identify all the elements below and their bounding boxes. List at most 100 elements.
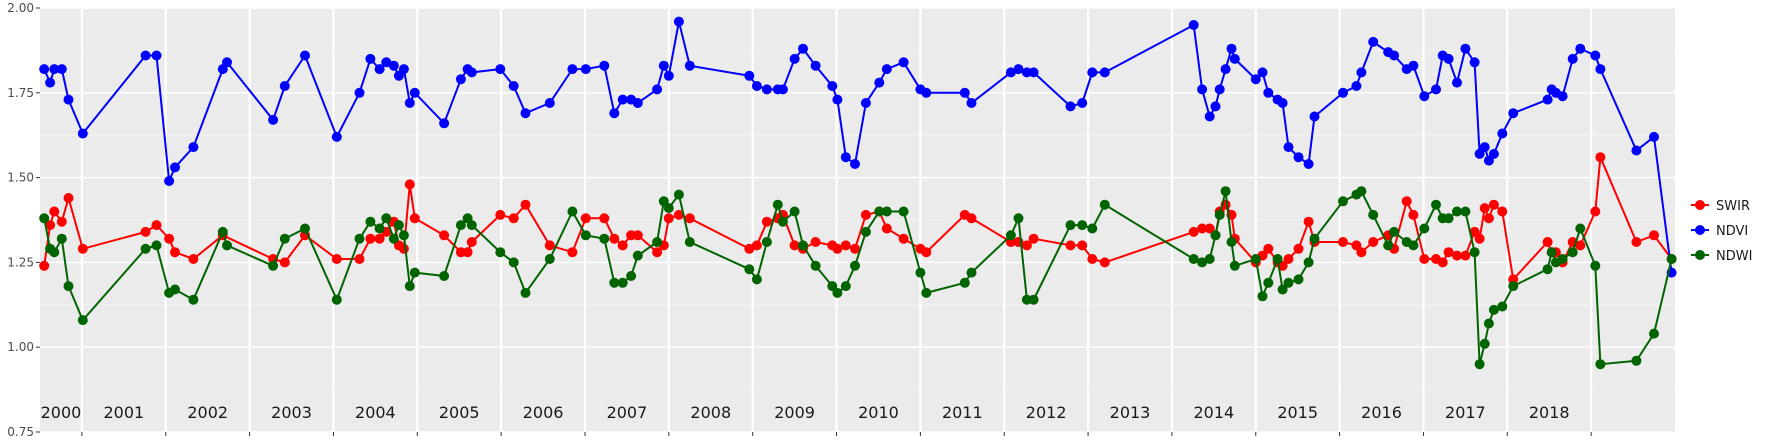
data-point-ndvi (268, 114, 279, 125)
data-point-ndvi (1013, 64, 1024, 75)
data-point-ndwi (1419, 223, 1430, 234)
data-point-ndvi (1077, 98, 1088, 108)
data-point-swir (1338, 237, 1348, 247)
data-point-ndwi (1087, 223, 1098, 234)
data-point-ndvi (1099, 67, 1110, 78)
data-point-ndvi (1479, 142, 1490, 153)
data-point-ndvi (1389, 50, 1400, 61)
data-point-ndvi (466, 67, 477, 78)
data-point-swir (188, 254, 199, 264)
data-point-ndwi (188, 294, 199, 305)
data-point-ndwi (1272, 254, 1283, 264)
data-point-ndvi (1303, 159, 1314, 169)
data-point-ndwi (881, 206, 892, 217)
data-point-swir (354, 254, 365, 264)
data-point-ndvi (810, 60, 821, 71)
data-point-swir (1419, 254, 1430, 264)
data-point-swir (1283, 254, 1294, 264)
y-tick-label: 1.25 (7, 255, 34, 269)
data-point-ndvi (827, 81, 838, 91)
data-point-ndwi (1567, 247, 1578, 258)
data-point-swir (1197, 223, 1208, 234)
data-point-ndwi (1383, 240, 1394, 251)
data-point-ndwi (1197, 257, 1208, 268)
data-point-ndwi (798, 240, 808, 251)
data-point-swir (761, 216, 772, 227)
data-point-swir (599, 213, 610, 224)
data-point-swir (1099, 257, 1110, 268)
year-label: 2000 (41, 403, 82, 422)
data-point-ndwi (744, 264, 755, 275)
data-point-swir (1408, 209, 1419, 220)
data-point-ndvi (1065, 101, 1076, 112)
data-point-ndvi (1293, 152, 1304, 163)
data-point-ndwi (959, 277, 970, 288)
data-point-swir (1483, 213, 1494, 224)
data-point-ndvi (898, 57, 909, 68)
data-point-ndwi (860, 226, 871, 237)
data-point-ndwi (466, 220, 477, 231)
data-point-ndvi (1443, 53, 1454, 64)
data-point-ndwi (1005, 230, 1016, 241)
data-point-ndvi (404, 98, 415, 108)
data-point-ndvi (1351, 81, 1362, 91)
data-point-ndvi (1469, 57, 1480, 68)
data-point-swir (409, 213, 420, 224)
data-point-ndvi (77, 128, 88, 139)
data-point-ndvi (365, 53, 376, 64)
data-point-ndvi (39, 64, 50, 75)
data-point-ndwi (874, 206, 885, 217)
data-point-ndwi (1229, 260, 1240, 271)
data-point-ndwi (508, 257, 519, 268)
data-point-ndwi (810, 260, 821, 271)
data-point-ndvi (580, 64, 591, 75)
data-point-swir (1401, 196, 1412, 207)
data-point-swir (164, 233, 175, 244)
data-point-swir (1368, 237, 1379, 247)
data-point-swir (840, 240, 851, 251)
data-point-ndvi (331, 131, 342, 142)
data-point-ndvi (398, 64, 409, 75)
data-point-ndvi (959, 87, 970, 98)
data-point-ndvi (188, 142, 199, 153)
data-point-ndvi (1419, 91, 1430, 102)
data-point-ndwi (626, 271, 637, 281)
data-point-ndwi (921, 287, 932, 298)
data-point-ndvi (1226, 43, 1237, 54)
legend-key-point-ndwi (1695, 250, 1705, 260)
data-point-ndvi (567, 64, 578, 75)
data-point-swir (1631, 237, 1642, 247)
data-point-ndwi (915, 267, 926, 278)
data-point-ndwi (1214, 209, 1225, 220)
data-point-ndvi (881, 64, 892, 75)
data-point-ndwi (1631, 355, 1642, 366)
data-point-ndvi (1452, 77, 1462, 88)
data-point-ndvi (1283, 142, 1294, 153)
data-point-ndwi (567, 206, 578, 217)
data-point-ndwi (1483, 318, 1494, 329)
data-point-ndwi (1546, 247, 1557, 258)
data-point-ndwi (279, 233, 290, 244)
x-axis-year-labels: 2000 2001 2002 2003 2004 2005 2006 2007 2008 2009… (41, 403, 1570, 422)
data-point-swir (151, 220, 162, 231)
data-point-ndvi (164, 176, 175, 186)
data-point-ndvi (1542, 94, 1553, 105)
data-point-ndwi (398, 230, 409, 241)
data-point-ndvi (751, 81, 762, 91)
data-point-ndwi (1389, 226, 1400, 237)
data-point-ndvi (599, 60, 610, 71)
data-point-ndvi (1508, 108, 1519, 119)
data-point-ndvi (860, 98, 871, 108)
data-point-swir (1303, 216, 1314, 227)
year-label: 2009 (774, 403, 815, 422)
data-point-swir (1590, 206, 1601, 217)
data-point-ndvi (1590, 50, 1601, 61)
year-label: 2001 (103, 403, 144, 422)
year-label: 2010 (858, 403, 899, 422)
data-point-ndwi (1303, 257, 1314, 268)
data-point-ndwi (151, 240, 162, 251)
data-point-ndwi (409, 267, 420, 278)
year-label: 2007 (607, 403, 648, 422)
data-point-swir (617, 240, 628, 251)
